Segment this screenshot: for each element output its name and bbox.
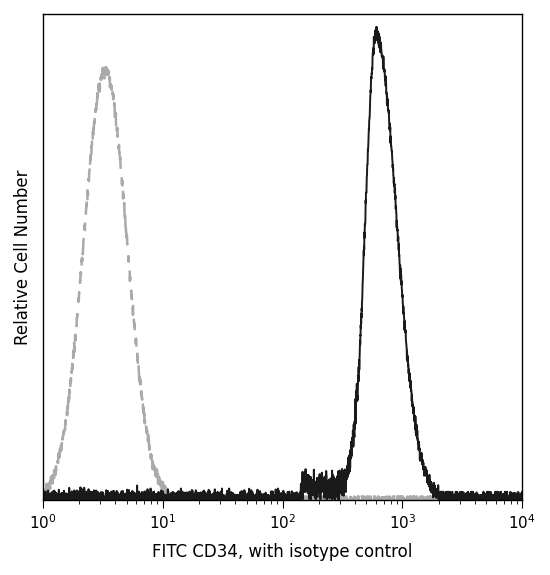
X-axis label: FITC CD34, with isotype control: FITC CD34, with isotype control [152,543,413,561]
Y-axis label: Relative Cell Number: Relative Cell Number [14,169,32,345]
